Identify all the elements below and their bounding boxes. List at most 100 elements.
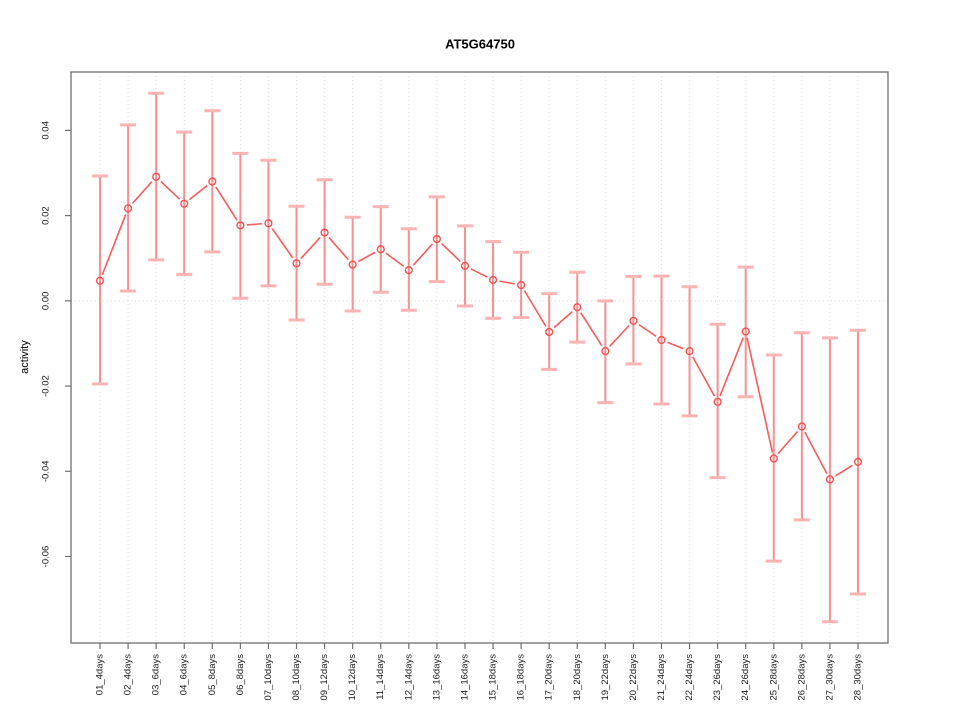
series-segment [300,236,321,260]
series-segment [357,251,376,263]
data-point [264,219,273,228]
y-tick-label: -0.02 [41,375,52,397]
series-segment [553,310,573,329]
x-tick-label: 19_22days [600,654,611,701]
error-bar [569,270,586,344]
x-tick-label: 22_24days [684,654,695,701]
error-bar [597,299,614,405]
x-tick-label: 08_10days [291,654,302,701]
x-tick-label: 21_24days [656,654,667,701]
y-tick-label: 0.04 [41,121,52,140]
series-segment [746,337,774,453]
data-point [320,228,329,237]
x-tick-label: 25_28days [768,654,779,701]
error-bar [400,227,417,312]
x-tick-label: 04_6days [179,654,190,695]
error-bar [793,331,810,522]
error-bar [316,178,333,286]
error-bar [232,151,249,300]
x-tick-label: 02_4days [123,654,134,695]
error-bar [176,130,193,276]
series-segment [580,312,603,347]
y-tick-label: -0.06 [41,546,52,568]
error-bar [428,195,445,284]
x-tick-label: 23_26days [712,654,723,701]
data-point [208,177,217,186]
y-tick-label: -0.04 [41,460,52,482]
series-segment [667,341,684,350]
series-segment [101,214,127,276]
error-bar [92,174,108,386]
series-segment [188,184,208,201]
x-tick-label: 15_18days [488,654,499,701]
series-segment [271,228,294,259]
series-segment [692,356,716,397]
x-tick-label: 28_30days [853,654,864,701]
series-segment [328,237,349,261]
x-tick-label: 11_14days [375,654,386,700]
series-segment [470,268,488,278]
x-tick-label: 05_8days [207,654,218,695]
data-point [741,327,750,336]
data-point [713,397,722,406]
data-point [545,327,554,337]
x-tick-label: 13_16days [431,654,442,701]
data-point [95,276,105,285]
data-point [685,347,694,356]
data-point [292,259,301,268]
x-tick-label: 12_14days [403,654,414,701]
error-bar [653,274,670,406]
data-point [152,172,161,181]
series-segment [719,337,745,397]
data-point [517,280,526,290]
data-point [601,347,610,356]
x-tick-label: 14_16days [459,654,470,701]
data-point [432,234,441,244]
series-segment [160,180,181,200]
error-bar [120,123,137,293]
series-segment [638,323,657,338]
x-tick-label: 01_4days [95,654,106,695]
series-segment [215,186,238,221]
data-point [180,199,189,208]
data-point [629,316,638,325]
x-tick-label: 10_12days [347,654,358,701]
error-bar [765,353,782,563]
x-tick-label: 07_10days [263,654,274,701]
error-bar [260,158,277,288]
error-bar [681,285,698,418]
series-segment [499,280,515,285]
x-tick-label: 26_28days [796,654,807,701]
series-segment [246,222,263,226]
x-tick-label: 03_6days [151,654,162,695]
data-point [460,261,470,270]
data-point [573,303,582,312]
error-bar [344,215,361,313]
series-segment [777,430,799,455]
x-tick-label: 09_12days [319,654,330,701]
error-bar [541,292,558,371]
error-bar [456,224,473,308]
error-bar [485,240,502,320]
series-segment [609,325,630,347]
series-segment [804,431,828,475]
x-tick-label: 27_30days [824,654,835,701]
error-bar [204,109,221,254]
error-bar [148,91,165,262]
series-segment [523,290,547,327]
x-tick-label: 18_20days [572,654,583,701]
x-tick-label: 16_18days [516,654,527,701]
data-point [825,475,835,484]
x-tick-label: 06_8days [235,654,246,695]
x-tick-label: 17_20days [544,654,555,701]
data-point [853,457,863,466]
data-point [348,260,357,269]
series-segment [835,464,853,477]
y-tick-label: 0.02 [41,206,52,225]
data-point [123,204,133,213]
data-point [236,221,245,230]
x-tick-label: 24_26days [740,654,751,701]
series-segment [385,252,405,267]
error-bar [821,336,838,624]
